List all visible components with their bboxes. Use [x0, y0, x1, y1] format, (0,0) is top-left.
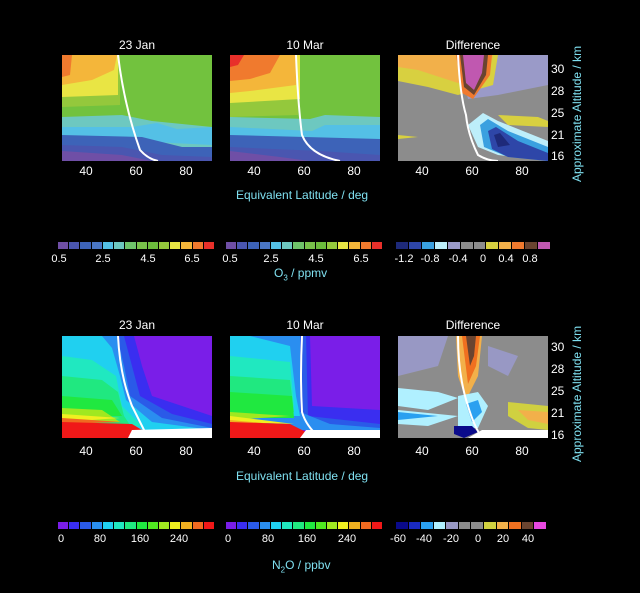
o3-diff-contour-plot	[398, 55, 548, 161]
cb-tick: 0.5	[222, 253, 238, 265]
y-tick: 25	[551, 384, 565, 398]
x-tick: 80	[347, 164, 361, 178]
x-tick: 40	[247, 164, 261, 178]
o3-jan-colorbar	[58, 242, 215, 249]
o3-x-axis-label: Equivalent Latitude / deg	[236, 188, 369, 202]
o3-label-main: O	[274, 266, 284, 280]
cb-tick: 4.5	[308, 253, 324, 265]
x-tick: 40	[79, 444, 93, 458]
cb-tick: 6.5	[353, 253, 369, 265]
n2o-jan-contour-plot	[62, 336, 212, 438]
cb-tick: 240	[337, 533, 357, 545]
cb-tick: 0	[224, 533, 232, 545]
y-tick: 16	[551, 428, 565, 442]
cb-tick: 0.8	[522, 253, 538, 265]
cb-tick: -60	[390, 533, 406, 545]
n2o-x-axis-label: Equivalent Latitude / deg	[236, 469, 369, 483]
o3-colorbar-label: O3 / ppmv	[274, 266, 327, 282]
n2o-diff-colorbar	[396, 522, 546, 529]
n2o-diff-contour-plot	[398, 336, 548, 438]
n2o-mar-contour-plot	[230, 336, 380, 438]
x-tick: 80	[347, 444, 361, 458]
cb-tick: 160	[297, 533, 317, 545]
y-tick: 25	[551, 106, 565, 120]
cb-tick: 40	[521, 533, 535, 545]
n2o-colorbar-label: N2O / ppbv	[272, 558, 330, 574]
x-tick: 60	[465, 444, 479, 458]
o3-jan-contour-plot	[62, 55, 212, 161]
o3-diff-colorbar	[396, 242, 551, 249]
cb-tick: 80	[261, 533, 275, 545]
o3-y-axis-label: Approximate Altitude / km	[570, 45, 584, 182]
y-tick: 21	[551, 406, 565, 420]
y-tick: 16	[551, 149, 565, 163]
x-tick: 40	[415, 444, 429, 458]
cb-tick: -0.4	[448, 253, 468, 265]
cb-tick: 4.5	[140, 253, 156, 265]
o3-mar-colorbar	[226, 242, 383, 249]
cb-tick: -0.8	[420, 253, 440, 265]
n2o-label-sub: 2	[280, 565, 286, 575]
panel-title-n2o-jan: 23 Jan	[118, 318, 156, 332]
n2o-jan-colorbar	[58, 522, 215, 529]
cb-tick: 2.5	[95, 253, 111, 265]
x-tick: 80	[515, 444, 529, 458]
panel-title-n2o-diff: Difference	[445, 318, 501, 332]
cb-tick: 160	[130, 533, 150, 545]
x-tick: 80	[179, 164, 193, 178]
y-tick: 28	[551, 84, 565, 98]
o3-mar-contour-plot	[230, 55, 380, 161]
cb-tick: 0	[474, 533, 482, 545]
cb-tick: 0	[479, 253, 487, 265]
cb-tick: 20	[496, 533, 510, 545]
y-tick: 30	[551, 62, 565, 76]
cb-tick: 0.4	[498, 253, 514, 265]
x-tick: 80	[179, 444, 193, 458]
cb-tick: 6.5	[184, 253, 200, 265]
n2o-label-main: N	[272, 558, 281, 572]
x-tick: 60	[465, 164, 479, 178]
y-tick: 30	[551, 340, 565, 354]
n2o-y-axis-label: Approximate Altitude / km	[570, 325, 584, 462]
x-tick: 80	[515, 164, 529, 178]
panel-title-o3-mar: 10 Mar	[286, 38, 324, 52]
cb-tick: -20	[443, 533, 459, 545]
panel-title-o3-diff: Difference	[445, 38, 501, 52]
x-tick: 40	[247, 444, 261, 458]
y-tick: 28	[551, 362, 565, 376]
x-tick: 60	[297, 444, 311, 458]
x-tick: 60	[129, 164, 143, 178]
cb-tick: 2.5	[263, 253, 279, 265]
cb-tick: 0	[57, 533, 65, 545]
x-tick: 60	[297, 164, 311, 178]
cb-tick: 0.5	[51, 253, 67, 265]
n2o-mar-colorbar	[226, 522, 383, 529]
x-tick: 40	[415, 164, 429, 178]
cb-tick: -40	[416, 533, 432, 545]
cb-tick: 80	[93, 533, 107, 545]
y-tick: 21	[551, 128, 565, 142]
cb-tick: -1.2	[394, 253, 414, 265]
panel-title-o3-jan: 23 Jan	[118, 38, 156, 52]
x-tick: 40	[79, 164, 93, 178]
x-tick: 60	[129, 444, 143, 458]
cb-tick: 240	[169, 533, 189, 545]
panel-title-n2o-mar: 10 Mar	[286, 318, 324, 332]
n2o-label-unit: O / ppbv	[285, 558, 331, 572]
o3-label-sub: 3	[283, 273, 288, 283]
o3-label-unit: / ppmv	[287, 266, 328, 280]
